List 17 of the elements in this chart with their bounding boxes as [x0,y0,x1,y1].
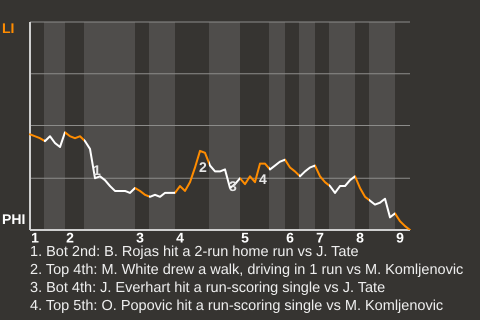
text: 3. Bot 4th: J. Everhart hit a run-scoring single vs J. Tate [30,279,386,297]
x-tick-label: 4 [176,229,184,246]
text: LI [2,20,14,36]
x-tick-label: 9 [396,229,404,246]
annotation: 2 [199,159,207,175]
x-tick-label: 2 [66,229,74,246]
x-tick-label: 5 [241,229,250,246]
text: 1. Bot 2nd: B. Rojas hit a 2-run home run vs J. Tate [30,244,359,260]
text: 4. Top 5th: O. Popovic hit a run-scoring single vs M. Komljenovic [30,297,444,315]
x-tick-label: 6 [286,229,294,246]
text: PHI [2,211,26,227]
text: 2. Top 4th: M. White drew a walk, driving in 1 run vs M. Komljenovic [30,261,464,279]
x-tick-label: 7 [316,229,324,246]
annotation: 4 [259,171,267,187]
x-tick-label: 8 [356,229,364,246]
x-tick-label: 3 [136,229,144,246]
x-tick-label: 1 [31,229,40,246]
